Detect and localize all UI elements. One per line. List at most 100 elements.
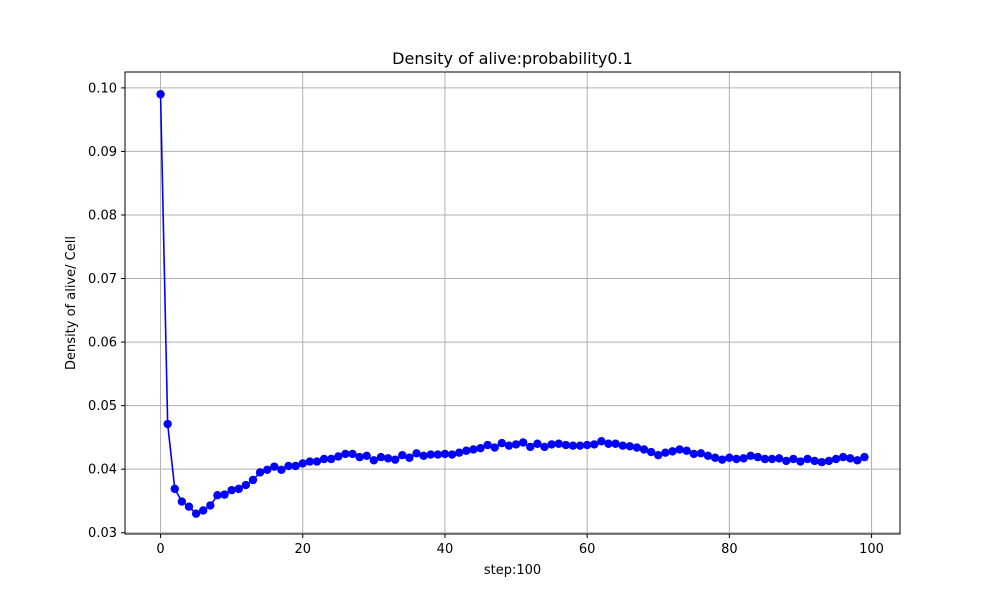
data-point: [618, 441, 627, 450]
data-point: [284, 461, 293, 471]
x-tick-label: 60: [579, 542, 596, 557]
data-point: [199, 506, 208, 515]
data-point: [234, 484, 243, 494]
data-point: [191, 509, 201, 518]
data-point: [312, 457, 322, 466]
x-axis-label: step:100: [484, 563, 541, 578]
data-point: [355, 452, 364, 462]
data-point: [369, 456, 379, 465]
data-point: [390, 455, 400, 464]
y-tick-label: 0.08: [88, 208, 117, 223]
data-point: [760, 454, 770, 464]
data-point: [334, 452, 343, 461]
data-point: [547, 440, 556, 449]
data-point: [561, 440, 571, 450]
data-point: [682, 446, 691, 455]
data-point: [184, 502, 194, 511]
data-point: [661, 448, 670, 457]
data-point: [248, 475, 258, 485]
data-point: [853, 456, 862, 465]
grid: [125, 72, 900, 534]
data-point: [163, 419, 172, 429]
x-tick-label: 100: [859, 542, 884, 557]
data-point: [405, 453, 414, 462]
data-point: [604, 439, 613, 448]
data-point: [710, 453, 720, 462]
data-point: [476, 444, 485, 453]
data-point: [462, 446, 471, 455]
data-point: [490, 443, 499, 452]
data-point: [376, 452, 386, 462]
data-point: [568, 441, 578, 450]
x-tick-label: 20: [294, 542, 311, 557]
data-point: [319, 454, 329, 464]
y-tick-label: 0.05: [88, 399, 117, 414]
chart-title: Density of alive:probability0.1: [392, 49, 633, 68]
data-point: [554, 439, 563, 448]
data-point: [177, 497, 187, 506]
data-point: [810, 456, 819, 466]
data-point: [277, 465, 286, 475]
data-point: [305, 457, 315, 466]
x-tick-label: 40: [437, 542, 454, 557]
data-point: [746, 451, 755, 461]
data-point: [213, 491, 222, 500]
data-point: [263, 465, 272, 475]
data-point: [255, 468, 265, 477]
data-point: [860, 452, 869, 462]
data-point: [504, 441, 514, 450]
y-tick-label: 0.04: [88, 463, 117, 478]
data-point: [817, 457, 826, 467]
data-point: [732, 454, 741, 464]
data-point: [824, 456, 834, 466]
data-point: [398, 450, 407, 460]
data-point: [838, 452, 848, 462]
y-tick-label: 0.03: [88, 526, 117, 541]
data-point: [831, 454, 841, 464]
data-point: [703, 451, 713, 461]
data-point: [383, 454, 393, 463]
x-tick-label: 0: [156, 542, 164, 557]
data-point: [689, 449, 699, 459]
data-point: [511, 440, 521, 449]
data-point: [767, 454, 777, 464]
data-point: [454, 448, 464, 457]
data-point: [782, 456, 791, 466]
data-point: [533, 439, 542, 448]
data-point: [753, 452, 762, 462]
data-point: [597, 437, 606, 446]
y-tick-label: 0.10: [88, 81, 117, 96]
data-point: [696, 449, 706, 458]
data-point: [739, 454, 748, 463]
data-point: [206, 501, 215, 510]
y-tick-label: 0.06: [88, 336, 117, 351]
data-point: [675, 445, 684, 454]
data-point: [419, 451, 428, 461]
data-point: [341, 449, 350, 459]
data-point: [639, 445, 649, 454]
data-point: [440, 449, 450, 459]
data-point: [725, 453, 734, 462]
data-point: [412, 449, 421, 458]
data-point: [611, 439, 620, 448]
data-point: [575, 441, 585, 450]
data-point: [718, 455, 727, 464]
data-point: [590, 440, 599, 449]
data-point: [447, 450, 457, 459]
data-point: [298, 459, 307, 468]
data-point: [348, 449, 357, 459]
data-point: [241, 480, 251, 490]
data-point: [227, 485, 236, 495]
data-point: [789, 454, 798, 464]
series-density: [156, 90, 869, 518]
data-point: [796, 457, 805, 466]
data-point: [483, 440, 492, 450]
data-point: [362, 451, 371, 461]
data-point: [846, 454, 855, 463]
data-point: [518, 438, 528, 447]
data-point: [170, 484, 179, 494]
data-point: [270, 462, 279, 471]
data-point: [632, 443, 642, 452]
data-point: [540, 442, 549, 452]
